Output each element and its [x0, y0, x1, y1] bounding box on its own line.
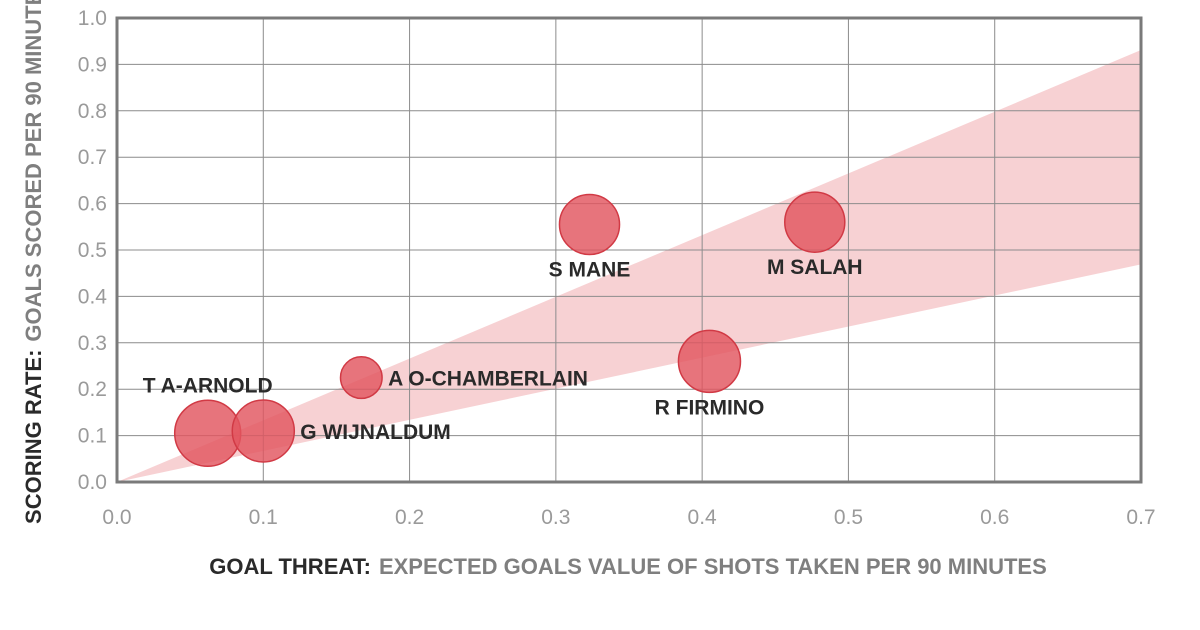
- tick-labels: 0.0 0.1 0.2 0.3 0.4 0.5 0.6 0.7 0.0 0.1 0.2 0.3 0.4 0…: [78, 7, 1156, 529]
- point-labels: T A-ARNOLD G WIJNALDUM A O-CHAMBERLAIN S MA…: [143, 256, 863, 444]
- x-tick-label: 0.3: [541, 506, 570, 529]
- y-axis-title: SCORING RATE: GOALS SCORED PER 90 MINUTES: [21, 0, 46, 524]
- y-tick-label: 0.0: [78, 471, 107, 494]
- data-point: [677, 329, 742, 394]
- point-label: T A-ARNOLD: [143, 374, 273, 397]
- y-tick-label: 0.5: [78, 239, 107, 262]
- y-tick-label: 0.9: [78, 53, 107, 76]
- y-tick-label: 0.6: [78, 193, 107, 216]
- x-tick-label: 0.5: [834, 506, 863, 529]
- x-tick-label: 0.2: [395, 506, 424, 529]
- data-point: [173, 399, 242, 468]
- y-tick-label: 0.8: [78, 100, 107, 123]
- x-axis-title-strong: GOAL THREAT:: [209, 554, 371, 579]
- y-axis-title-light: GOALS SCORED PER 90 MINUTES: [21, 0, 46, 342]
- y-tick-label: 0.1: [78, 425, 107, 448]
- x-axis-title-light: EXPECTED GOALS VALUE OF SHOTS TAKEN PER …: [379, 554, 1047, 579]
- point-label: G WIJNALDUM: [300, 421, 451, 444]
- x-tick-label: 0.4: [688, 506, 718, 529]
- y-tick-label: 1.0: [78, 7, 107, 30]
- x-tick-label: 0.7: [1126, 506, 1155, 529]
- y-tick-label: 0.3: [78, 332, 107, 355]
- y-tick-label: 0.7: [78, 146, 107, 169]
- point-label: A O-CHAMBERLAIN: [388, 368, 588, 391]
- y-tick-label: 0.2: [78, 378, 107, 401]
- grid: [115, 16, 1143, 484]
- y-axis-title-strong: SCORING RATE:: [21, 350, 46, 524]
- x-tick-label: 0.6: [980, 506, 1009, 529]
- point-label: S MANE: [549, 259, 631, 282]
- x-tick-label: 0.1: [249, 506, 278, 529]
- data-point: [558, 193, 621, 256]
- point-label: M SALAH: [767, 256, 863, 279]
- plot-frame: [115, 16, 1143, 484]
- point-label: R FIRMINO: [655, 396, 765, 419]
- x-axis-title: GOAL THREAT: EXPECTED GOALS VALUE OF SHOT…: [209, 554, 1047, 579]
- y-tick-label: 0.4: [78, 285, 108, 308]
- x-tick-label: 0.0: [102, 506, 131, 529]
- data-point: [231, 399, 296, 463]
- data-point: [784, 191, 846, 253]
- data-point: [339, 356, 383, 400]
- points: [173, 191, 846, 468]
